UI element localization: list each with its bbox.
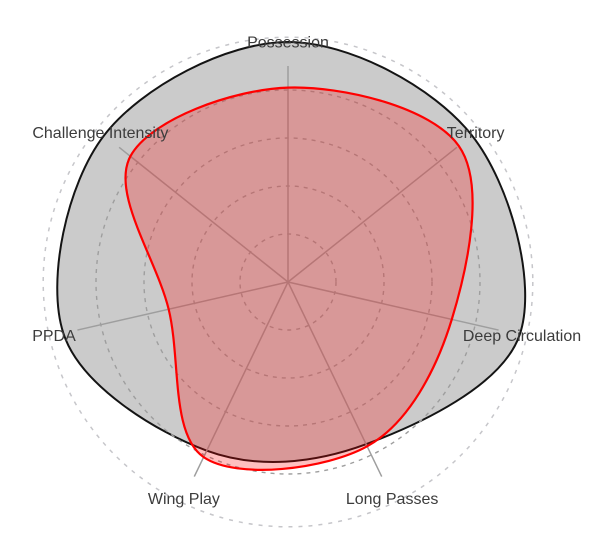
axis-label-territory: Territory [447, 125, 505, 142]
axis-label-challenge-intensity: Challenge Intensity [32, 125, 168, 142]
outer-ring [42, 36, 534, 528]
axis-spoke [118, 146, 289, 283]
axis-label-deep-circulation: Deep Circulation [463, 328, 581, 345]
axis-label-wing-play: Wing Play [148, 491, 220, 508]
axis-spoke [287, 281, 383, 477]
grid-ring [95, 89, 481, 475]
axis-spoke [287, 281, 499, 331]
axis-spoke [287, 146, 458, 283]
axis-label-long-passes: Long Passes [346, 491, 439, 508]
axis-spoke [193, 281, 289, 477]
red-series-area [124, 86, 474, 471]
axis-label-ppda: PPDA [32, 328, 76, 345]
axis-label-possession: Possession [247, 35, 329, 52]
axis-spoke [77, 281, 289, 331]
